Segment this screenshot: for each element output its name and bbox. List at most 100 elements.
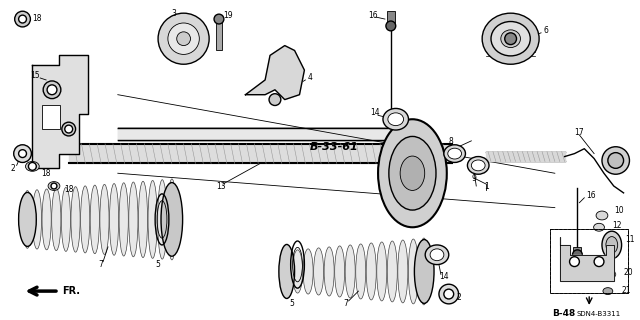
Ellipse shape <box>389 136 436 210</box>
Text: 14: 14 <box>439 272 449 281</box>
Text: 7: 7 <box>344 300 349 308</box>
Ellipse shape <box>377 242 387 301</box>
Ellipse shape <box>292 250 303 293</box>
Bar <box>550 229 628 293</box>
Ellipse shape <box>158 13 209 64</box>
Circle shape <box>573 250 582 260</box>
Circle shape <box>570 257 579 267</box>
Ellipse shape <box>177 32 191 45</box>
Ellipse shape <box>90 185 99 254</box>
Ellipse shape <box>408 239 419 304</box>
Text: 19: 19 <box>223 11 232 20</box>
Circle shape <box>47 85 57 95</box>
Text: 10: 10 <box>614 206 623 215</box>
Bar <box>550 229 628 293</box>
Ellipse shape <box>596 211 608 220</box>
Circle shape <box>28 163 36 170</box>
Ellipse shape <box>71 187 80 252</box>
Circle shape <box>65 125 72 133</box>
Ellipse shape <box>606 236 618 253</box>
Circle shape <box>269 94 281 106</box>
Circle shape <box>62 122 76 136</box>
Ellipse shape <box>303 249 313 294</box>
Ellipse shape <box>366 243 376 300</box>
Ellipse shape <box>129 182 138 257</box>
Ellipse shape <box>42 189 51 250</box>
Circle shape <box>439 284 459 304</box>
Ellipse shape <box>61 188 70 252</box>
Ellipse shape <box>167 179 177 260</box>
Bar <box>216 19 222 51</box>
Ellipse shape <box>345 245 355 298</box>
Text: 8: 8 <box>449 137 454 146</box>
Text: 1: 1 <box>484 181 489 190</box>
Ellipse shape <box>467 156 489 174</box>
Ellipse shape <box>279 244 294 299</box>
Circle shape <box>13 145 31 163</box>
Ellipse shape <box>594 223 604 231</box>
Ellipse shape <box>491 21 531 56</box>
Text: 15: 15 <box>31 70 40 80</box>
Circle shape <box>214 14 224 24</box>
Ellipse shape <box>471 160 485 171</box>
Polygon shape <box>246 45 305 100</box>
Bar <box>387 11 395 25</box>
Ellipse shape <box>168 23 199 54</box>
Ellipse shape <box>335 246 345 297</box>
Circle shape <box>15 11 31 27</box>
Ellipse shape <box>23 190 32 248</box>
Ellipse shape <box>400 156 425 190</box>
Ellipse shape <box>383 108 408 130</box>
Ellipse shape <box>161 183 182 256</box>
Circle shape <box>386 21 396 31</box>
Text: 13: 13 <box>216 181 226 190</box>
Text: 21: 21 <box>621 286 631 295</box>
Text: 9: 9 <box>471 174 476 183</box>
Ellipse shape <box>26 162 39 171</box>
Circle shape <box>19 15 26 23</box>
Ellipse shape <box>81 186 90 253</box>
Circle shape <box>608 153 623 168</box>
Text: 6: 6 <box>543 26 548 35</box>
Ellipse shape <box>398 240 408 303</box>
Ellipse shape <box>48 181 60 190</box>
Text: 16: 16 <box>586 191 596 200</box>
Ellipse shape <box>119 183 128 256</box>
Bar <box>573 247 581 259</box>
Text: 18: 18 <box>33 13 42 23</box>
Polygon shape <box>560 237 614 281</box>
Ellipse shape <box>282 251 292 292</box>
Ellipse shape <box>52 188 61 251</box>
Circle shape <box>19 150 26 157</box>
Text: B-48: B-48 <box>552 309 575 318</box>
Ellipse shape <box>501 30 520 48</box>
Ellipse shape <box>425 245 449 265</box>
Text: FR.: FR. <box>62 286 80 296</box>
Text: 7: 7 <box>98 260 103 269</box>
Ellipse shape <box>388 113 404 126</box>
Text: 11: 11 <box>625 235 635 244</box>
Polygon shape <box>33 55 88 168</box>
Ellipse shape <box>444 145 465 163</box>
Ellipse shape <box>448 148 461 159</box>
Text: 4: 4 <box>307 74 312 83</box>
Ellipse shape <box>430 249 444 261</box>
Text: 18: 18 <box>64 186 74 195</box>
Ellipse shape <box>602 231 621 259</box>
Ellipse shape <box>604 270 616 279</box>
Circle shape <box>43 81 61 99</box>
Bar <box>42 105 60 129</box>
Circle shape <box>602 147 630 174</box>
Ellipse shape <box>138 181 148 258</box>
Text: B-33-61: B-33-61 <box>309 142 358 152</box>
Text: 18: 18 <box>41 169 51 178</box>
Ellipse shape <box>378 119 447 227</box>
Text: 5: 5 <box>290 300 294 308</box>
Ellipse shape <box>482 13 539 64</box>
Ellipse shape <box>603 288 612 294</box>
Text: 20: 20 <box>623 268 633 277</box>
Ellipse shape <box>387 241 397 302</box>
Ellipse shape <box>414 240 434 303</box>
Ellipse shape <box>356 244 365 299</box>
Ellipse shape <box>100 184 109 254</box>
